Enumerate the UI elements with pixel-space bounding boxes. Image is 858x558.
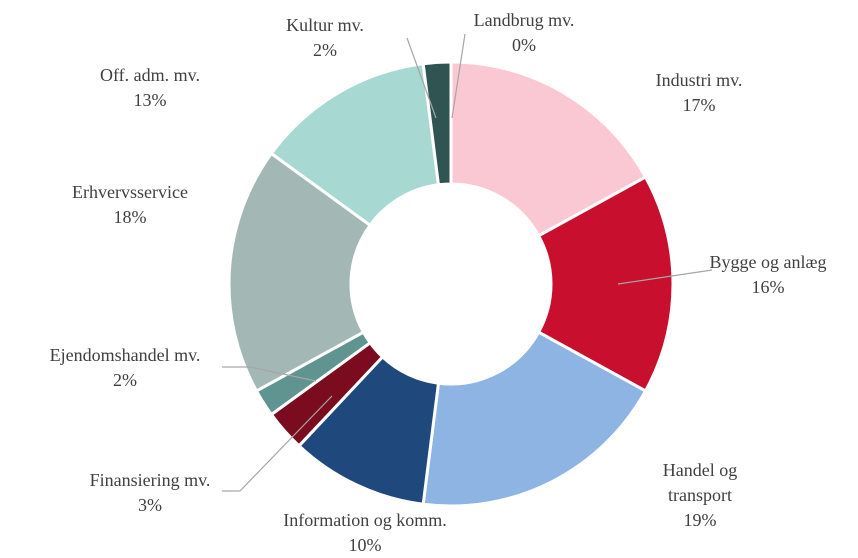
value-label: 16%: [751, 277, 785, 297]
leader-line: [617, 269, 713, 285]
slice-label: Landbrug mv. 0%: [474, 8, 575, 58]
category-label: Bygge og anlæg: [709, 252, 827, 272]
value-label: 3%: [137, 495, 162, 515]
category-label: Finansiering mv.: [89, 470, 211, 490]
category-label: Industri mv.: [655, 70, 743, 90]
category-label: Off. adm. mv.: [100, 65, 200, 85]
leader-line: [249, 366, 317, 382]
category-label: Handel og transport: [662, 460, 738, 505]
slice: [421, 60, 453, 187]
category-label: Erhvervsservice: [72, 182, 188, 202]
slice-label: Industri mv. 17%: [656, 68, 743, 118]
slice: [227, 151, 373, 393]
slice-label: Handel og transport 19%: [650, 458, 750, 533]
leader-line: [451, 33, 466, 119]
slice-label: Erhvervsservice 18%: [72, 180, 188, 230]
slice: [421, 330, 648, 508]
slices: [227, 60, 675, 508]
slice: [449, 60, 648, 238]
leader-line: [406, 37, 437, 119]
leader-line: [239, 395, 333, 492]
value-label: 2%: [113, 370, 137, 390]
category-label: Kultur mv.: [286, 15, 364, 35]
slice-label: Kultur mv. 2%: [286, 13, 364, 63]
value-label: 2%: [312, 40, 337, 60]
value-label: 18%: [113, 207, 147, 227]
value-label: 10%: [348, 535, 382, 555]
value-label: 19%: [683, 510, 717, 530]
category-label: Landbrug mv.: [473, 10, 575, 30]
slice-label: Finansiering mv. 3%: [90, 468, 211, 518]
slice-label: Ejendomshandel mv. 2%: [50, 343, 201, 393]
slice-label: Off. adm. mv. 13%: [100, 63, 200, 113]
value-label: 13%: [133, 90, 167, 110]
value-label: 0%: [512, 35, 536, 55]
slice-label: Information og komm. 10%: [283, 508, 446, 558]
slice-label: Bygge og anlæg 16%: [710, 250, 827, 300]
category-label: Ejendomshandel mv.: [49, 345, 201, 365]
category-label: Information og komm.: [283, 510, 447, 530]
value-label: 17%: [682, 95, 716, 115]
slice: [536, 175, 675, 393]
